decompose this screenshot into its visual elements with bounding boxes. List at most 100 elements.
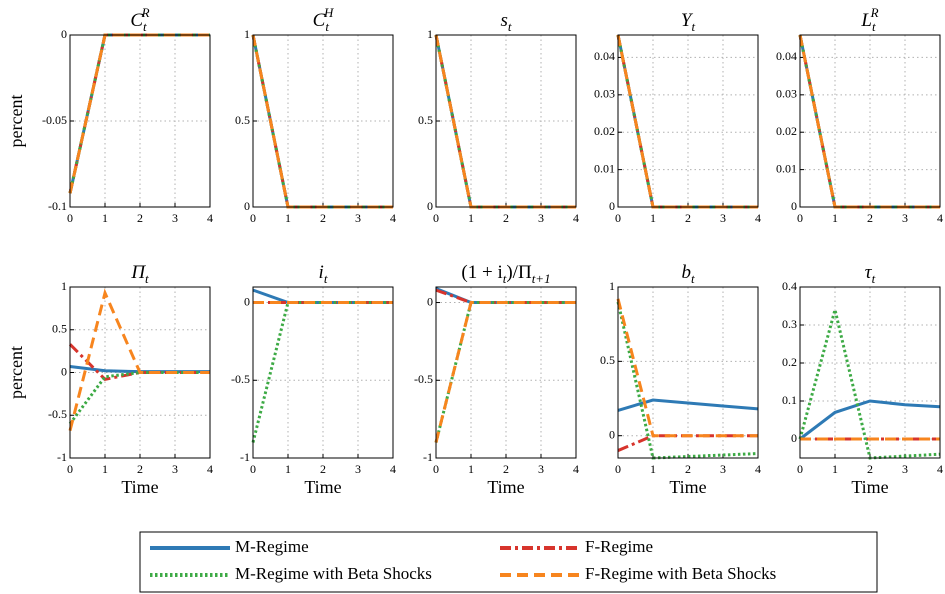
axes-frame	[252, 286, 394, 459]
x-axis-label: Time	[487, 477, 524, 497]
title-part: t	[324, 271, 328, 286]
x-tick-label: 3	[172, 211, 178, 225]
y-tick-label: 0.5	[52, 322, 67, 336]
x-tick-label: 1	[285, 211, 291, 225]
x-tick-label: 0	[250, 211, 256, 225]
x-tick-label: 0	[797, 211, 803, 225]
y-tick-label: 0.1	[782, 393, 797, 407]
y-tick-label: 0.5	[600, 353, 615, 367]
x-axis-label: Time	[304, 477, 341, 497]
y-tick-label: 0.5	[418, 113, 433, 127]
y-tick-label: 0.3	[782, 317, 797, 331]
axes-frame	[435, 34, 577, 208]
title-part: t	[145, 271, 149, 286]
title-part: (1 + i	[461, 262, 502, 283]
x-tick-label: 2	[137, 462, 143, 476]
x-tick-label: 2	[320, 211, 326, 225]
x-tick-label: 1	[832, 462, 838, 476]
x-tick-label: 2	[685, 211, 691, 225]
x-tick-label: 3	[355, 462, 361, 476]
y-tick-label: 0.01	[594, 161, 615, 175]
x-tick-label: 0	[67, 462, 73, 476]
y-tick-label: -0.5	[48, 407, 67, 421]
y-axis-label: percent	[6, 346, 26, 399]
y-axis-label: percent	[6, 95, 26, 148]
x-tick-label: 1	[468, 211, 474, 225]
title-part: t	[691, 19, 695, 34]
subplot-title: it	[319, 262, 328, 286]
title-part: t	[503, 271, 507, 286]
title-part: b	[681, 262, 691, 283]
y-tick-label: -1	[240, 450, 250, 464]
y-tick-label: 0.03	[776, 87, 797, 101]
x-tick-label: 3	[355, 211, 361, 225]
x-tick-label: 2	[503, 211, 509, 225]
x-tick-label: 0	[615, 462, 621, 476]
title-part: C	[313, 10, 326, 31]
y-tick-label: -1	[423, 450, 433, 464]
title-part: t	[872, 19, 876, 34]
x-tick-label: 1	[468, 462, 474, 476]
x-tick-label: 4	[573, 211, 579, 225]
title-part: i	[319, 262, 324, 283]
axes-frame	[69, 286, 211, 459]
series-line	[617, 398, 759, 412]
x-tick-label: 4	[755, 211, 761, 225]
series-line	[68, 288, 210, 432]
series-line	[616, 298, 758, 438]
x-tick-label: 0	[797, 462, 803, 476]
title-part: Y	[681, 10, 694, 31]
y-tick-label: 0.2	[782, 355, 797, 369]
y-tick-label: 0	[791, 199, 797, 213]
title-part: C	[130, 10, 143, 31]
subplot-title: st	[500, 10, 511, 34]
axes-frame	[799, 34, 941, 208]
y-tick-label: 0	[427, 294, 433, 308]
series-line	[799, 399, 941, 441]
y-tick-label: 0	[61, 364, 67, 378]
x-tick-label: 3	[172, 462, 178, 476]
x-tick-label: 0	[615, 211, 621, 225]
subplot-title: Yt	[681, 10, 696, 34]
title-part: H	[323, 5, 334, 20]
x-tick-label: 2	[137, 211, 143, 225]
title-part: )/Π	[506, 262, 532, 283]
title-part: Π	[130, 262, 146, 283]
x-tick-label: 4	[573, 462, 579, 476]
x-tick-label: 0	[250, 462, 256, 476]
subplot-title: Πt	[130, 262, 149, 286]
x-tick-label: 2	[503, 462, 509, 476]
x-tick-label: 4	[937, 211, 943, 225]
title-part: t	[872, 271, 876, 286]
y-tick-label: -0.1	[48, 199, 67, 213]
legend-label: F-Regime with Beta Shocks	[585, 564, 776, 583]
title-part: τ	[865, 262, 873, 283]
legend-label: M-Regime	[235, 537, 309, 556]
x-tick-label: 2	[867, 462, 873, 476]
x-tick-label: 4	[207, 462, 213, 476]
y-tick-label: 0	[427, 199, 433, 213]
x-tick-label: 3	[720, 211, 726, 225]
legend-box	[139, 531, 878, 593]
subplot-title: τt	[865, 262, 876, 286]
x-tick-label: 3	[902, 462, 908, 476]
x-tick-label: 2	[320, 462, 326, 476]
x-tick-label: 3	[720, 462, 726, 476]
axes-frame	[435, 286, 577, 459]
title-part: t	[691, 271, 695, 286]
subplot-title: LtR	[860, 5, 878, 34]
title-part: R	[870, 5, 879, 20]
title-part: t	[143, 19, 147, 34]
series-line	[434, 301, 576, 443]
y-tick-label: 0.04	[594, 49, 615, 63]
y-tick-label: 0	[609, 427, 615, 441]
title-part: s	[500, 10, 507, 31]
series-line	[251, 301, 393, 443]
y-tick-label: 0	[61, 27, 67, 41]
subplot-title: bt	[681, 262, 695, 286]
x-tick-label: 4	[390, 211, 396, 225]
x-tick-label: 3	[538, 211, 544, 225]
x-tick-label: 4	[755, 462, 761, 476]
y-tick-label: 0.01	[776, 161, 797, 175]
x-tick-label: 1	[650, 462, 656, 476]
